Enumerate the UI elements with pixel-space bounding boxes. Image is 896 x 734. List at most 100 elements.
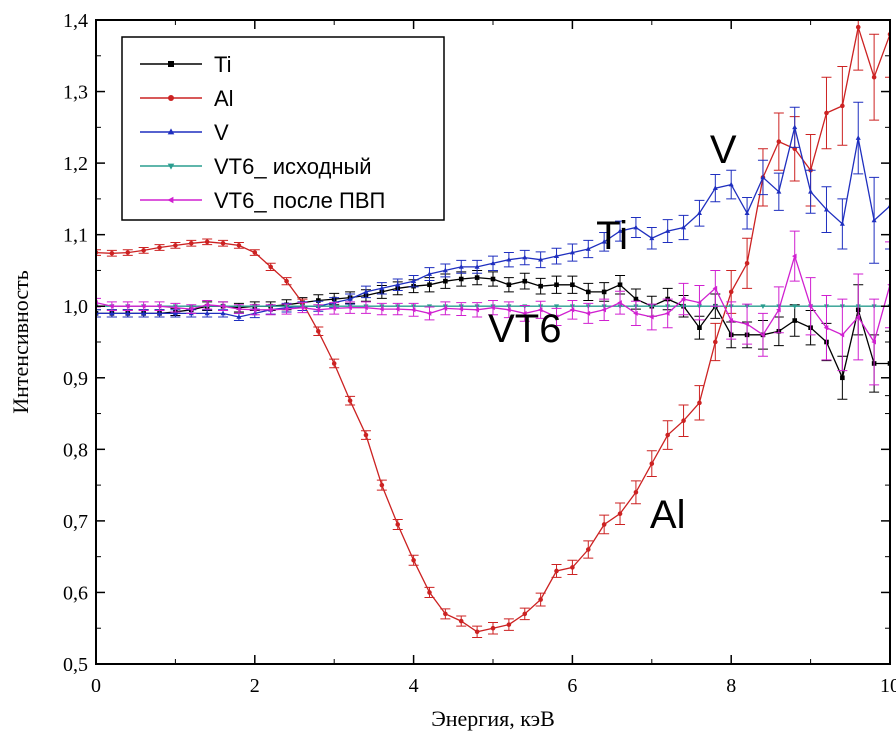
data-point [537,307,543,313]
legend-swatch-marker [167,128,175,135]
legend: Ti Al V VT6_ исходный VT6_ после ПВП [121,36,445,221]
data-point [474,264,480,269]
data-point [569,307,575,313]
data-point [379,482,385,488]
data-point [713,339,718,345]
data-point [490,625,496,631]
legend-swatch-marker [167,196,174,204]
data-point [696,300,702,306]
data-point [760,332,765,338]
series-annotation: Ti [596,214,628,258]
data-point [125,250,131,255]
data-point [665,432,670,438]
data-point [601,307,606,313]
data-point [109,250,115,256]
data-point [394,306,400,312]
legend-item: VT6_ исходный [140,154,372,179]
data-point [824,110,829,116]
data-point [506,256,512,262]
data-point [236,306,241,312]
data-point [553,253,560,258]
data-point [839,221,845,226]
series-annotation: V [710,128,737,172]
data-point [474,275,480,280]
data-point [776,307,781,313]
series-4 [96,230,890,386]
data-point [633,296,639,302]
series-layer [96,20,890,639]
y-tick-label: 1,3 [63,82,88,104]
data-point [490,276,496,282]
data-point [649,235,655,241]
data-point [808,188,814,194]
data-point [807,303,813,309]
data-point [840,103,845,109]
data-point [760,304,766,309]
data-point [172,310,178,316]
data-point [442,305,448,311]
data-point [522,254,528,260]
legend-item: Ti [140,52,232,77]
legend-box [121,36,445,221]
x-tick-label: 10 [880,675,896,697]
error-bar [96,249,101,256]
data-point [585,246,591,251]
data-point [522,278,528,284]
data-point [681,224,687,230]
data-point [871,217,877,223]
data-point [443,611,448,617]
data-point [363,305,368,311]
data-point [474,629,480,635]
error-bar [885,20,890,78]
data-point [538,256,544,262]
legend-items: Ti Al V VT6_ исходный VT6_ после ПВП [140,52,385,213]
data-point [220,310,226,316]
data-point [712,185,718,190]
legend-item: V [140,120,229,145]
data-point [823,325,829,331]
legend-swatch-marker [168,61,174,67]
x-tick-label: 6 [567,675,577,697]
data-point [855,314,861,320]
data-point [442,267,448,273]
data-point [172,305,178,311]
data-point [696,210,702,216]
error-bar [96,309,101,318]
y-tick-label: 1,2 [63,153,88,175]
data-point [791,253,797,259]
y-tick-label: 1,0 [63,296,88,318]
data-point [140,303,146,309]
data-point [665,228,671,233]
data-point [744,321,749,327]
data-point [443,278,448,284]
legend-label: V [214,120,229,145]
data-point [617,282,623,288]
data-point [236,243,242,248]
data-point [617,300,622,306]
data-point [664,310,670,316]
data-point [792,304,798,309]
legend-item: Al [140,86,234,111]
data-point [553,304,560,309]
data-point [141,248,146,253]
annotation-layer: V Ti VT6 Al [488,128,737,537]
data-point [871,74,877,80]
data-point [792,124,798,130]
data-point [633,489,639,495]
data-point [458,306,464,312]
data-point [410,307,416,313]
data-point [347,398,353,403]
data-point [570,282,575,288]
data-point [347,305,352,311]
legend-label: Al [214,86,234,111]
data-point [395,281,401,287]
data-point [411,557,416,563]
x-tick-label: 8 [726,675,736,697]
error-bar [885,241,890,329]
data-point [697,400,702,406]
data-point [744,260,750,266]
data-point [283,306,289,312]
data-point [395,522,401,527]
data-point [506,282,512,288]
y-tick-label: 0,8 [63,439,88,461]
